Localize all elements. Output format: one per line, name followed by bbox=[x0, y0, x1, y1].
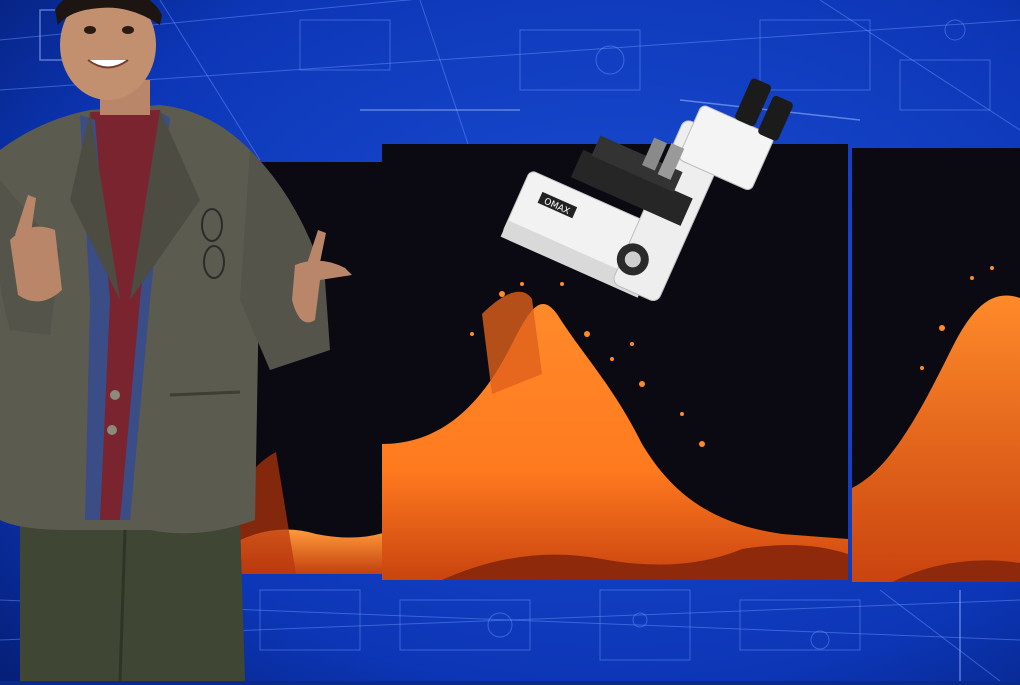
microscope-illustration: OMAX bbox=[495, 72, 795, 377]
presenter-figure bbox=[0, 0, 370, 682]
lava-panel-right bbox=[852, 148, 1020, 582]
